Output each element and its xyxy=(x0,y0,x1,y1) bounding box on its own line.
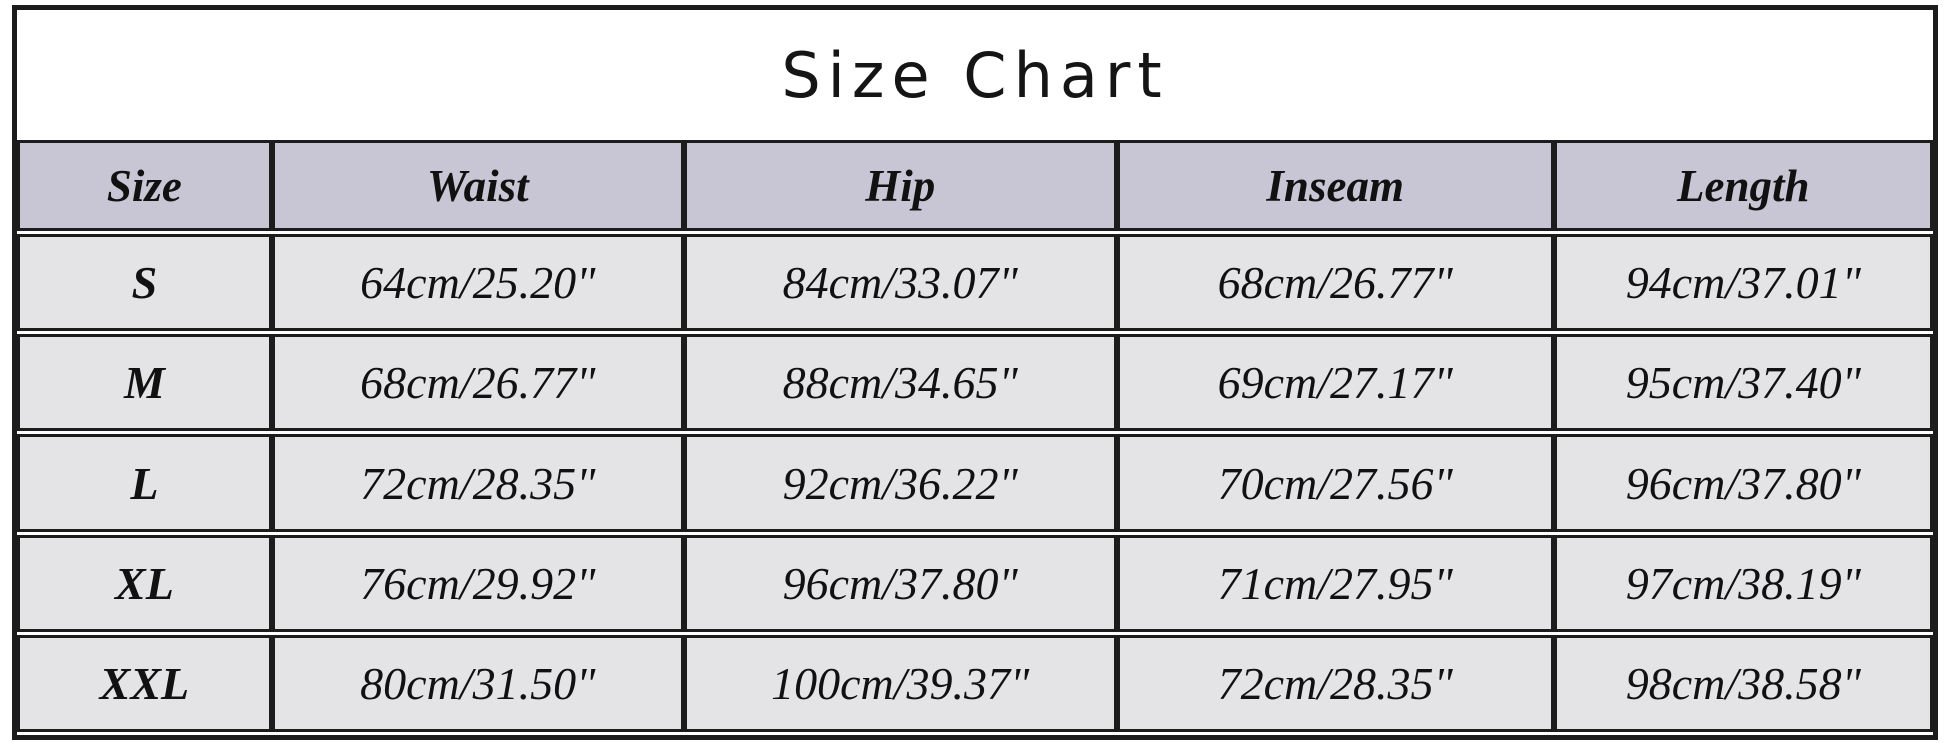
column-header-inseam: Inseam xyxy=(1116,140,1554,232)
cell-l-hip: 92cm/36.22" xyxy=(683,434,1117,532)
cell-s-length: 94cm/37.01" xyxy=(1553,234,1933,332)
title-row: Size Chart xyxy=(17,13,1933,138)
cell-l-size: L xyxy=(17,434,272,532)
table-row-xxl: XXL 80cm/31.50" 100cm/39.37" 72cm/28.35"… xyxy=(17,634,1933,732)
cell-xxl-hip: 100cm/39.37" xyxy=(683,634,1117,732)
column-header-waist: Waist xyxy=(271,140,684,232)
cell-xl-inseam: 71cm/27.95" xyxy=(1116,534,1554,632)
column-header-size: Size xyxy=(17,140,272,232)
cell-xxl-size: XXL xyxy=(17,634,272,732)
table-row-xl: XL 76cm/29.92" 96cm/37.80" 71cm/27.95" 9… xyxy=(17,534,1933,632)
table-row-s: S 64cm/25.20" 84cm/33.07" 68cm/26.77" 94… xyxy=(17,234,1933,332)
cell-xl-length: 97cm/38.19" xyxy=(1553,534,1933,632)
cell-l-waist: 72cm/28.35" xyxy=(271,434,684,532)
cell-s-waist: 64cm/25.20" xyxy=(271,234,684,332)
cell-xxl-inseam: 72cm/28.35" xyxy=(1116,634,1554,732)
cell-s-hip: 84cm/33.07" xyxy=(683,234,1117,332)
cell-m-inseam: 69cm/27.17" xyxy=(1116,334,1554,432)
cell-m-size: M xyxy=(17,334,272,432)
cell-l-length: 96cm/37.80" xyxy=(1553,434,1933,532)
table-row-l: L 72cm/28.35" 92cm/36.22" 70cm/27.56" 96… xyxy=(17,434,1933,532)
cell-l-inseam: 70cm/27.56" xyxy=(1116,434,1554,532)
size-chart-table: Size Chart Size Waist Hip Inseam Length … xyxy=(12,5,1938,740)
header-row: Size Waist Hip Inseam Length xyxy=(17,140,1933,232)
cell-xxl-length: 98cm/38.58" xyxy=(1553,634,1933,732)
cell-xl-size: XL xyxy=(17,534,272,632)
cell-m-length: 95cm/37.40" xyxy=(1553,334,1933,432)
column-header-length: Length xyxy=(1553,140,1933,232)
cell-s-size: S xyxy=(17,234,272,332)
cell-xl-waist: 76cm/29.92" xyxy=(271,534,684,632)
table-row-m: M 68cm/26.77" 88cm/34.65" 69cm/27.17" 95… xyxy=(17,334,1933,432)
cell-m-waist: 68cm/26.77" xyxy=(271,334,684,432)
cell-m-hip: 88cm/34.65" xyxy=(683,334,1117,432)
page-title: Size Chart xyxy=(17,13,1933,138)
cell-xl-hip: 96cm/37.80" xyxy=(683,534,1117,632)
cell-s-inseam: 68cm/26.77" xyxy=(1116,234,1554,332)
column-header-hip: Hip xyxy=(683,140,1117,232)
cell-xxl-waist: 80cm/31.50" xyxy=(271,634,684,732)
